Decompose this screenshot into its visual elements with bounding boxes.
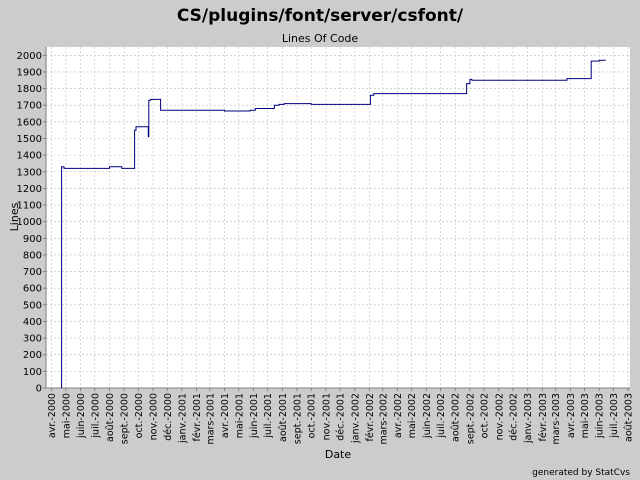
x-tick-label: juin-2003 (595, 393, 606, 439)
x-tick-label: févr.-2002 (365, 393, 376, 441)
x-tick-label: juil.-2002 (436, 393, 447, 439)
x-tick-label: mars-2002 (378, 393, 389, 445)
x-tick-label: sept.-2001 (293, 393, 304, 444)
x-tick-label: oct.-2000 (134, 393, 145, 438)
y-tick-label: 0 (36, 384, 42, 395)
x-tick-label: mars-2001 (205, 393, 216, 445)
x-tick-label: mai-2003 (580, 393, 591, 438)
x-tick-label: déc.-2000 (163, 393, 174, 441)
y-tick-label: 2000 (17, 51, 42, 62)
x-tick-label: sept.-2000 (120, 393, 131, 444)
grid-lines (46, 47, 630, 388)
x-tick-label: nov.-2001 (321, 393, 332, 440)
y-tick-label: 1300 (17, 167, 42, 178)
x-tick-label: août-2000 (105, 393, 116, 442)
x-tick-label: janv.-2001 (177, 393, 188, 444)
y-tick-label: 1700 (17, 101, 42, 112)
x-tick-label: déc.-2002 (509, 393, 520, 441)
y-tick-label: 800 (23, 250, 42, 261)
x-tick-label: août-2002 (451, 393, 462, 442)
x-tick-label: mai-2001 (234, 393, 245, 438)
x-tick-label: nov.-2002 (494, 393, 505, 440)
y-tick-label: 100 (23, 367, 42, 378)
chart-title: CS/plugins/font/server/csfont/ (176, 6, 464, 26)
x-tick-label: juil.-2001 (263, 393, 274, 439)
y-tick-label: 1100 (17, 201, 42, 212)
y-tick-label: 500 (23, 300, 42, 311)
x-tick-label: févr.-2001 (192, 393, 203, 441)
x-tick-label: avr.-2002 (393, 393, 404, 438)
x-tick-label: août-2001 (278, 393, 289, 442)
x-tick-label: mars-2003 (551, 393, 562, 445)
y-tick-label: 1200 (17, 184, 42, 195)
x-tick-label: oct.-2001 (307, 393, 318, 438)
x-tick-label: août-2003 (624, 393, 635, 442)
x-axis-label: Date (325, 448, 352, 461)
y-tick-label: 1800 (17, 84, 42, 95)
plot-area (46, 47, 630, 388)
x-axis: avr.-2000 mai-2000 juin-2000 juil.-2000 août… (46, 387, 635, 445)
y-tick-label: 1000 (17, 217, 42, 228)
x-tick-label: janv.-2002 (350, 393, 361, 444)
x-tick-label: avr.-2001 (220, 393, 231, 438)
y-tick-label: 1900 (17, 67, 42, 78)
x-tick-label: mai-2002 (407, 393, 418, 438)
x-tick-label: mai-2000 (61, 393, 72, 438)
x-tick-label: juil.-2003 (609, 393, 620, 439)
x-tick-label: nov.-2000 (149, 393, 160, 440)
y-tick-label: 1500 (17, 134, 42, 145)
y-tick-label: 400 (23, 317, 42, 328)
x-tick-label: juin-2002 (422, 393, 433, 439)
x-tick-label: févr.-2003 (538, 393, 549, 441)
x-tick-label: juil.-2000 (90, 393, 101, 439)
footer-credit: generated by StatCvs (532, 468, 630, 478)
y-axis: 0 100 200 300 400 500 600 700 800 900 1000 1100 1200… (17, 47, 47, 395)
y-tick-label: 200 (23, 350, 42, 361)
x-tick-label: oct.-2002 (480, 393, 491, 438)
x-tick-label: avr.-2000 (47, 393, 58, 438)
y-tick-label: 600 (23, 284, 42, 295)
y-tick-label: 900 (23, 234, 42, 245)
y-tick-label: 1600 (17, 117, 42, 128)
x-tick-label: avr.-2003 (566, 393, 577, 438)
x-tick-label: juin-2001 (249, 393, 260, 439)
y-tick-label: 700 (23, 267, 42, 278)
x-tick-label: janv.-2003 (523, 393, 534, 444)
x-tick-label: déc.-2001 (336, 393, 347, 441)
chart-subtitle: Lines Of Code (281, 32, 359, 45)
x-tick-label: juin-2000 (76, 393, 87, 439)
y-tick-label: 300 (23, 334, 42, 345)
x-tick-label: sept.-2002 (465, 393, 476, 444)
series-line (61, 59, 606, 388)
y-axis-label: Lines (8, 202, 21, 231)
y-tick-label: 1400 (17, 151, 42, 162)
